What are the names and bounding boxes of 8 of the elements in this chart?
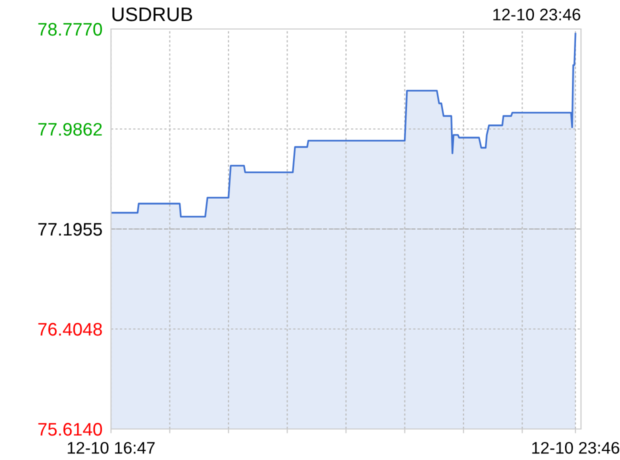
chart-subtitle: 12-10 23:46 (493, 8, 580, 20)
y-tick-label: 78.7770 (38, 22, 102, 36)
y-tick-label: 77.9862 (38, 122, 102, 136)
x-tick-label: 12-10 16:47 (68, 442, 155, 454)
chart-title: USDRUB (112, 7, 192, 22)
y-tick-label: 77.1955 (38, 222, 102, 236)
y-tick-label: 75.6140 (38, 422, 102, 436)
y-tick-label: 76.4048 (38, 322, 102, 336)
